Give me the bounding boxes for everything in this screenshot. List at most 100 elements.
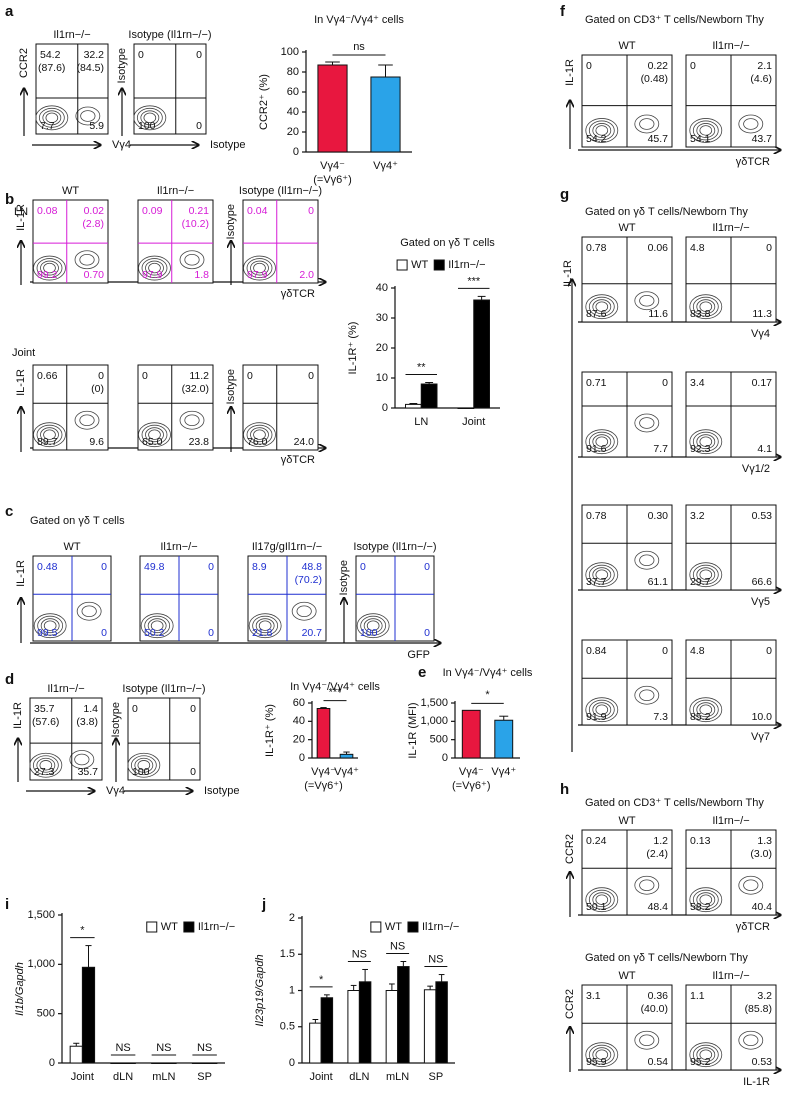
quadrant-value: 100: [360, 627, 378, 639]
tissue-label: Joint: [12, 347, 35, 359]
contour: [36, 424, 63, 445]
contour: [40, 427, 59, 443]
y-axis-label: Isotype: [116, 48, 128, 83]
quadrant-value: 27.3: [34, 766, 55, 778]
contour: [639, 294, 655, 307]
contour: [696, 434, 716, 450]
contour: [243, 422, 276, 448]
contour: [80, 110, 96, 122]
contour: [639, 1034, 655, 1047]
y-tick-label: 1.5: [280, 948, 295, 960]
legend-label: WT: [161, 921, 178, 933]
plot-frame: [137, 199, 214, 284]
x-axis-label: Vγ4: [112, 139, 131, 151]
quadrant-value: 0.48: [37, 561, 58, 573]
gate-title: Gated on CD3⁺ T cells/Newborn Thy: [585, 797, 764, 809]
quadrant-value: 0: [98, 370, 104, 382]
bar: [204, 1062, 218, 1064]
y-tick-label: 40: [376, 282, 388, 294]
contour: [40, 618, 60, 634]
y-tick-label: 20: [293, 734, 305, 746]
x-axis-label: Vγ4: [751, 328, 770, 340]
contour: [588, 1044, 615, 1065]
y-tick-label: 20: [376, 342, 388, 354]
y-axis-label: Isotype: [225, 369, 237, 404]
quadrant-value: 40.4: [752, 901, 773, 913]
bar: [420, 383, 438, 409]
contour: [33, 613, 67, 639]
contour: [689, 294, 723, 320]
contour: [74, 753, 90, 766]
contour: [692, 564, 719, 585]
contour: [143, 112, 157, 124]
contour: [699, 569, 713, 580]
contour: [356, 613, 390, 639]
contour: [692, 699, 719, 720]
y-axis-label: IL-1R: [12, 702, 24, 729]
contour: [689, 429, 723, 455]
contour: [250, 260, 269, 276]
contour: [179, 410, 205, 430]
panel-letter: e: [418, 664, 426, 681]
plot-header: Il17g/gIl1rn−/−: [252, 541, 322, 553]
y-tick-label: 0: [299, 752, 305, 764]
y-tick-label: 1,500: [420, 697, 448, 709]
plot-header: Il1rn−/−: [712, 970, 749, 982]
legend-label: Il1rn−/−: [448, 259, 485, 271]
contour: [29, 752, 63, 778]
contour: [592, 123, 612, 138]
quadrant-value: 3.1: [586, 990, 601, 1002]
quadrant-value: 48.8: [302, 561, 323, 573]
bar: [347, 990, 360, 1064]
quadrant-value: 92.3: [690, 443, 711, 455]
contour: [689, 1042, 723, 1068]
quadrant-value: 0.04: [247, 205, 268, 217]
quadrant-value: (70.2): [295, 574, 322, 586]
quadrant-value: 7.3: [653, 711, 668, 723]
contour: [585, 429, 619, 455]
bar: [385, 990, 399, 1064]
contour: [738, 114, 764, 134]
bar: [320, 997, 334, 1064]
y-axis-label: IL-1R⁺ (%): [347, 322, 359, 375]
plot-header: Isotype (Il1rn−/−): [353, 541, 436, 553]
y-tick-label: 0: [382, 402, 388, 414]
plot-header: Il1rn−/−: [712, 815, 749, 827]
contour: [585, 697, 619, 723]
contour: [696, 299, 716, 315]
contour: [35, 105, 69, 131]
contour: [595, 894, 609, 905]
contour: [32, 755, 59, 776]
panel-letter: a: [5, 3, 14, 20]
contour: [595, 569, 609, 580]
contour: [592, 702, 612, 718]
quadrant-value: 0: [424, 627, 430, 639]
tissue-label: LN: [14, 206, 28, 218]
contour: [634, 1030, 660, 1050]
sig-label: NS: [156, 1042, 171, 1054]
quadrant-value: 66.6: [752, 576, 773, 588]
quadrant-value: 45.7: [648, 133, 669, 145]
quadrant-value: 0: [690, 60, 696, 72]
legend-swatch: [370, 921, 382, 933]
quadrant-value: 0: [662, 645, 668, 657]
contour: [588, 889, 615, 910]
quadrant-value: 0.22: [648, 60, 669, 72]
quadrant-value: 20.7: [302, 627, 323, 639]
panel-letter: b: [5, 191, 14, 208]
y-tick-label: 60: [287, 86, 299, 98]
x-tick-label: SP: [429, 1071, 444, 1083]
bar: [423, 989, 437, 1064]
y-axis-label: IL-1R: [15, 369, 27, 396]
quadrant-value: (32.0): [182, 383, 209, 395]
bar: [69, 1045, 83, 1064]
contour: [144, 615, 171, 636]
plot-header: Isotype (Il1rn−/−): [128, 29, 211, 41]
y-axis-label: IL-1R (MFI): [407, 702, 419, 758]
y-tick-label: 10: [376, 372, 388, 384]
contour: [689, 697, 723, 723]
y-tick-label: 40: [293, 715, 305, 727]
x-tick-label: SP: [197, 1071, 212, 1083]
x-axis-label: GFP: [407, 649, 430, 661]
plot-header: Il1rn−/−: [53, 29, 90, 41]
